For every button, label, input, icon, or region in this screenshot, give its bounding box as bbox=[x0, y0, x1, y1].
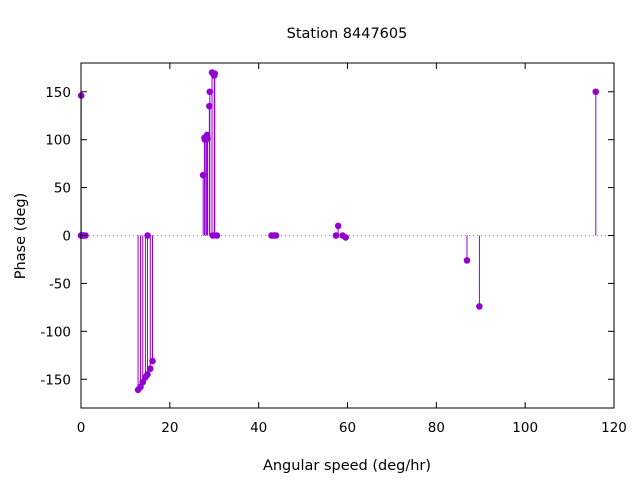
data-point bbox=[332, 232, 340, 239]
x-tick-label: 60 bbox=[339, 420, 356, 436]
data-point bbox=[206, 88, 214, 96]
data-point bbox=[211, 70, 218, 77]
data-point bbox=[213, 232, 221, 239]
x-tick-label: 120 bbox=[601, 420, 627, 436]
y-axis-title: Phase (deg) bbox=[13, 193, 29, 280]
data-point bbox=[342, 234, 350, 241]
y-tick-label: 150 bbox=[45, 85, 71, 101]
data-point bbox=[592, 88, 600, 96]
data-point bbox=[146, 365, 154, 373]
x-tick-label: 40 bbox=[250, 420, 267, 436]
x-tick-label: 20 bbox=[161, 420, 178, 436]
axis-ticks: 0 20 40 60 80 100 120 -150 -100 -50 0 50 100 150 bbox=[40, 63, 627, 436]
y-tick-label: 100 bbox=[45, 133, 71, 149]
x-tick-label: 80 bbox=[428, 420, 445, 436]
x-tick-label: 100 bbox=[512, 420, 538, 436]
data-point bbox=[206, 102, 213, 110]
data-point bbox=[476, 303, 483, 310]
data-point bbox=[204, 135, 211, 143]
data-point bbox=[149, 357, 156, 365]
data-point bbox=[144, 371, 151, 378]
x-tick-label: 0 bbox=[77, 420, 86, 436]
data-point bbox=[272, 232, 280, 239]
y-tick-label: -50 bbox=[49, 276, 71, 292]
y-tick-label: -150 bbox=[40, 372, 71, 388]
data-point bbox=[334, 222, 342, 230]
x-axis-title: Angular speed (deg/hr) bbox=[263, 458, 431, 474]
y-tick-label: 50 bbox=[54, 181, 71, 197]
data-point bbox=[199, 171, 207, 179]
chart-title: Station 8447605 bbox=[287, 26, 408, 42]
data-point bbox=[144, 232, 151, 239]
y-tick-label: 0 bbox=[62, 229, 71, 245]
data-point bbox=[463, 257, 471, 264]
y-tick-label: -100 bbox=[40, 324, 71, 340]
plot-area bbox=[77, 69, 614, 394]
data-point bbox=[139, 378, 147, 386]
